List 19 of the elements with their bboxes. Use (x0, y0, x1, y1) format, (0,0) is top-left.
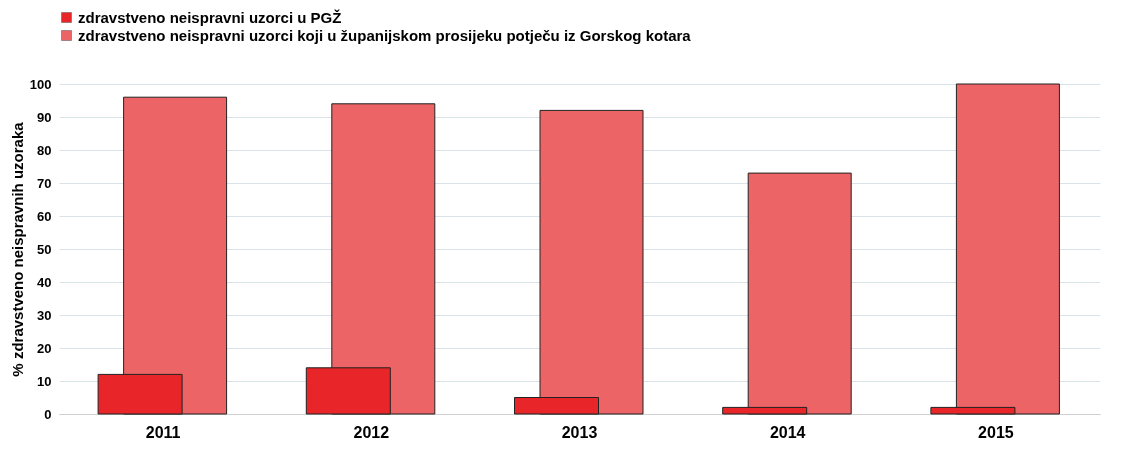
y-tick-label: 80 (37, 142, 52, 158)
x-tick-label: 2013 (561, 423, 598, 441)
x-tick-label: 2014 (769, 423, 806, 441)
y-tick-label: 10 (37, 373, 52, 389)
x-tick-label: 2011 (145, 423, 181, 441)
y-tick-label: 70 (37, 175, 52, 191)
x-tick-label: 2012 (353, 423, 390, 441)
y-tick-label: 30 (37, 307, 52, 323)
y-tick-label: 0 (44, 406, 52, 422)
y-tick-label: 60 (37, 208, 52, 224)
y-tick-label: 40 (37, 274, 52, 290)
y-tick-label: 20 (37, 340, 52, 356)
y-tick-label: 100 (29, 76, 52, 92)
x-tick-label: 2015 (978, 423, 1014, 441)
y-tick-label: 50 (37, 241, 52, 257)
legend-label: zdravstveno neispravni uzorci u PGŽ (78, 8, 342, 26)
legend-label: zdravstveno neispravni uzorci koji u županijskom prosijeku potječu iz Gorskog kotara (78, 26, 692, 44)
y-tick-label: 90 (37, 109, 52, 125)
y-axis-title: % zdravstveno neispravnih uzoraka (8, 121, 26, 377)
